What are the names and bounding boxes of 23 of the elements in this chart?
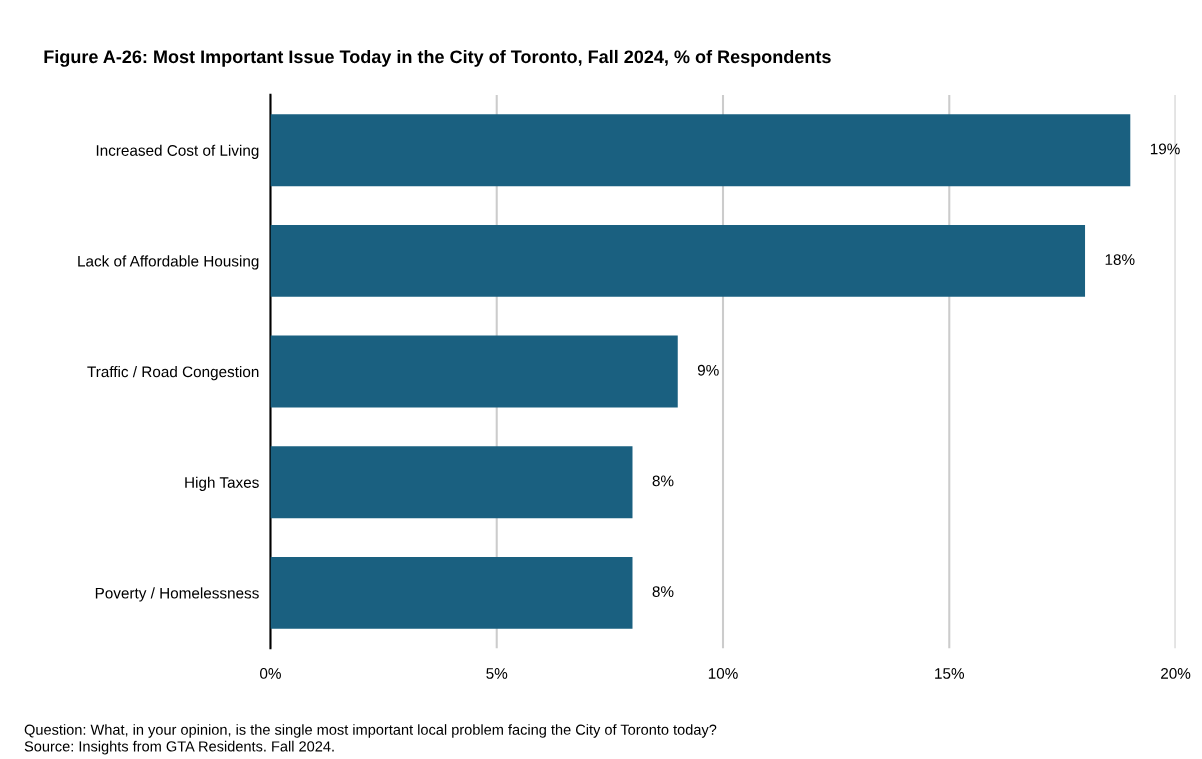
data-label: 8% (652, 475, 674, 487)
x-tick-label: 20% (1161, 668, 1191, 679)
bar (270, 114, 1131, 187)
x-tick-label: 15% (935, 668, 965, 679)
data-label: 19% (1150, 143, 1180, 155)
bar (270, 335, 678, 408)
bar (270, 556, 633, 629)
source-note: Source: Insights from GTA Residents. Fall 2024. (24, 740, 334, 755)
y-tick-label: Increased Cost of Living (96, 144, 259, 159)
x-tick-label: 0% (260, 668, 281, 679)
bar (270, 446, 633, 519)
data-label: 18% (1105, 254, 1135, 265)
data-label: 8% (652, 586, 674, 597)
data-label: 9% (697, 364, 719, 376)
x-tick-label: 10% (708, 668, 738, 679)
y-tick-label: Traffic / Road Congestion (87, 365, 259, 381)
y-tick-label: Lack of Affordable Housing (78, 255, 259, 270)
y-tick-label: Poverty / Homelessness (95, 587, 259, 602)
text: Question: What, in your opinion, is the single most important local problem facing the City of Toronto today? (24, 724, 717, 738)
y-tick-label: High Taxes (185, 476, 259, 491)
bar (270, 224, 1086, 297)
chart-title: Figure A-26: Most Important Issue Today in the City of Toronto, Fall 2024, % of Respondents (44, 49, 831, 67)
x-tick-label: 5% (486, 668, 508, 679)
